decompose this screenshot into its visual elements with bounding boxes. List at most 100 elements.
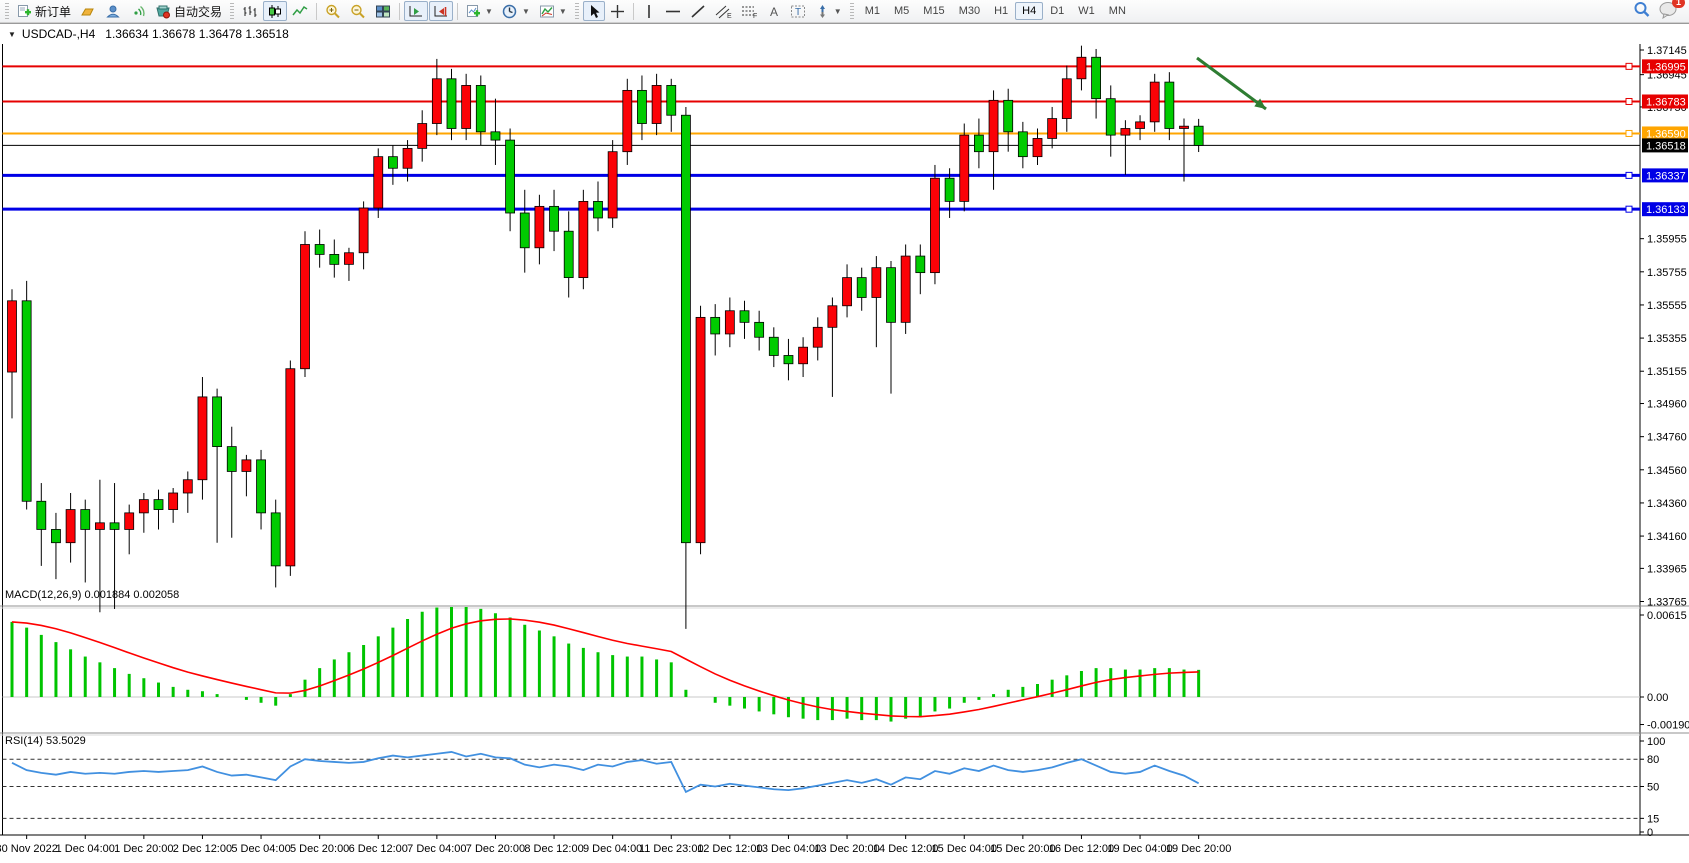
candle-body — [681, 114, 691, 544]
timeframe-button-W1[interactable]: W1 — [1078, 5, 1095, 17]
trendline-icon — [690, 4, 706, 19]
price-axis-tick: 1.33965 — [1647, 563, 1687, 575]
trendline-tool[interactable] — [686, 1, 710, 21]
timeframe-button-M30[interactable]: M30 — [958, 5, 981, 17]
sell-arrow-annotation[interactable] — [1196, 56, 1267, 111]
timeframe-button-M15[interactable]: M15 — [923, 5, 945, 17]
candle-body — [842, 277, 852, 307]
horizontal-line-tool[interactable] — [661, 1, 685, 21]
indicators-button[interactable]: ▼ — [535, 1, 571, 21]
cursor-arrow-icon — [587, 4, 601, 19]
timeframe-button-D1[interactable]: D1 — [1050, 5, 1065, 17]
gold-button[interactable] — [76, 1, 100, 21]
arrows-icon — [815, 4, 830, 19]
auto-scroll-icon — [433, 4, 449, 19]
auto-trading-button[interactable]: 自动交易 — [151, 1, 226, 21]
auto-scroll-button[interactable] — [429, 1, 454, 21]
svg-text:T: T — [795, 7, 801, 18]
candle-body — [373, 156, 384, 209]
candle-body — [124, 512, 135, 530]
line-chart-mode-button[interactable] — [288, 1, 312, 21]
tile-windows-button[interactable] — [371, 1, 395, 21]
price-axis-tick: 1.35955 — [1647, 234, 1687, 246]
chart-window[interactable]: ▼ USDCAD-,H4 1.36634 1.36678 1.36478 1.3… — [0, 23, 1689, 862]
candle-body — [534, 205, 545, 249]
fibonacci-tool[interactable]: F — [737, 1, 762, 21]
tile-windows-icon — [375, 4, 391, 19]
macd-axis-label: -0.001906 — [1647, 720, 1689, 732]
crosshair-icon — [610, 4, 625, 19]
chart-shift-button[interactable] — [404, 1, 429, 21]
horizontal-line-icon — [665, 4, 681, 19]
new-order-button[interactable]: 新订单 — [13, 1, 75, 21]
price-axis-tick: 1.35355 — [1647, 333, 1687, 345]
chart-dropdown-icon[interactable]: ▼ — [8, 29, 16, 39]
candle-body — [168, 492, 179, 510]
toolbar-gripper[interactable] — [5, 3, 9, 19]
candle-body — [300, 244, 310, 370]
candle-body — [856, 277, 867, 298]
price-axis-tick: 1.35755 — [1647, 267, 1687, 279]
candle-body — [1091, 56, 1101, 100]
candle-body — [65, 509, 76, 544]
rsi-axis-label: 0 — [1647, 827, 1653, 839]
signals-button[interactable] — [126, 1, 150, 21]
candle-body — [226, 446, 237, 472]
crosshair-button[interactable] — [606, 1, 629, 21]
time-axis-label: 5 Dec 20:00 — [290, 843, 349, 855]
candle-body — [724, 310, 735, 335]
ohlc-bars-icon — [242, 4, 258, 19]
timeframe-button-MN[interactable]: MN — [1108, 5, 1126, 17]
vertical-line-tool[interactable] — [638, 1, 660, 21]
rsi-indicator-label: RSI(14) 53.5029 — [5, 735, 86, 747]
time-axis-label: 15 Dec 04:00 — [932, 843, 997, 855]
candle-body — [241, 459, 252, 472]
price-badge: 1.36995 — [1646, 61, 1686, 73]
toolbar-gripper[interactable] — [574, 3, 579, 19]
timeframe-button-H1[interactable]: H1 — [994, 5, 1009, 17]
cursor-button[interactable] — [582, 1, 605, 21]
community-button[interactable] — [101, 1, 125, 21]
zoom-out-button[interactable] — [346, 1, 370, 21]
candle-body — [563, 230, 574, 279]
candle-body — [812, 326, 823, 348]
toolbar-gripper[interactable] — [849, 3, 854, 19]
text-label-tool[interactable]: T — [786, 1, 810, 21]
time-axis-label: 12 Dec 12:00 — [697, 843, 762, 855]
candle-body — [21, 300, 32, 502]
gold-ingot-icon — [80, 4, 96, 19]
candle-body — [1193, 125, 1204, 146]
timeframe-button-H4[interactable]: H4 — [1015, 2, 1044, 20]
zoom-in-button[interactable] — [321, 1, 345, 21]
new-chart-button[interactable]: ▼ — [462, 1, 497, 21]
text-tool[interactable]: A — [763, 1, 785, 21]
chart-canvas[interactable]: 1.371451.369451.367501.359551.357551.355… — [0, 25, 1689, 863]
price-axis-tick: 1.35555 — [1647, 300, 1687, 312]
timeframe-button-M1[interactable]: M1 — [864, 5, 880, 17]
time-axis-label: 16 Dec 12:00 — [1049, 843, 1114, 855]
notifications-icon[interactable]: 1 — [1659, 0, 1685, 22]
candle-body — [783, 355, 794, 365]
svg-text:F: F — [753, 13, 757, 19]
candle-body — [80, 509, 91, 530]
auto-trading-icon — [155, 4, 171, 19]
candle-body — [314, 244, 325, 255]
arrows-tool[interactable]: ▼ — [811, 1, 846, 21]
timeframe-button-M5[interactable]: M5 — [894, 5, 910, 17]
fibonacci-icon: F — [741, 4, 758, 19]
new-order-icon — [17, 4, 32, 19]
channel-icon: E — [715, 4, 732, 19]
search-icon[interactable] — [1633, 1, 1651, 21]
toolbar-gripper[interactable] — [230, 3, 235, 19]
line-chart-icon — [292, 4, 308, 19]
bar-chart-mode-button[interactable] — [238, 1, 262, 21]
candle-body — [417, 123, 428, 149]
equidistant-channel-tool[interactable]: E — [711, 1, 736, 21]
candle-body — [1120, 128, 1131, 136]
candle-body — [915, 255, 926, 274]
candle-body — [461, 85, 472, 129]
candlestick-mode-button[interactable] — [263, 1, 288, 21]
period-button[interactable]: ▼ — [498, 1, 534, 21]
price-axis-tick: 1.37145 — [1647, 45, 1687, 57]
chart-ohlc-values: 1.36634 1.36678 1.36478 1.36518 — [105, 27, 289, 41]
